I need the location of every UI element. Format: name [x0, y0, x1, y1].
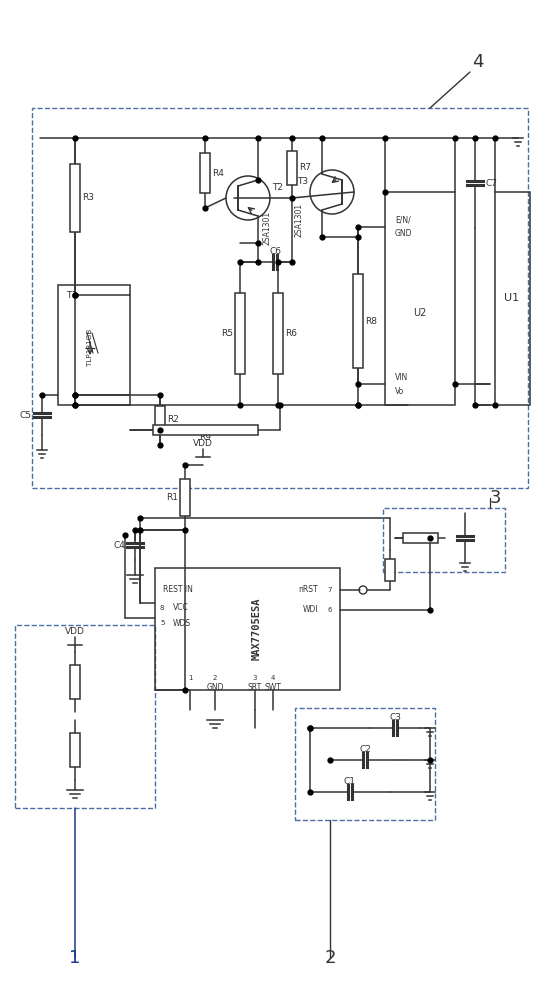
Text: C2: C2 — [359, 746, 371, 754]
Text: 3: 3 — [252, 675, 257, 681]
Text: VIN: VIN — [395, 372, 408, 381]
Text: E/N/: E/N/ — [395, 216, 411, 225]
Text: REST IN: REST IN — [163, 585, 193, 594]
Text: R3: R3 — [82, 194, 94, 202]
Text: TLP181GB: TLP181GB — [87, 328, 93, 366]
Text: nRST: nRST — [298, 585, 318, 594]
Text: R9: R9 — [199, 434, 211, 442]
Text: C6: C6 — [269, 247, 281, 256]
Bar — [15, 625, 155, 808]
Text: R7: R7 — [299, 163, 311, 172]
Bar — [153, 425, 257, 435]
Text: R1: R1 — [166, 493, 178, 502]
Bar — [155, 568, 340, 690]
Bar — [70, 164, 80, 232]
Text: WDI: WDI — [302, 605, 318, 614]
Bar — [402, 533, 438, 543]
Text: C1: C1 — [344, 778, 356, 786]
Text: SRT: SRT — [248, 684, 262, 692]
Text: U1: U1 — [504, 293, 520, 303]
Text: WDS: WDS — [173, 618, 191, 628]
Bar — [385, 559, 395, 581]
Bar — [273, 293, 283, 374]
Text: VDD: VDD — [65, 626, 85, 636]
Bar — [295, 708, 435, 820]
Text: 2SA1301: 2SA1301 — [294, 203, 303, 237]
Text: Vo: Vo — [395, 386, 404, 395]
Text: SWT: SWT — [264, 684, 281, 692]
Text: 3: 3 — [489, 489, 501, 507]
Text: VDD: VDD — [193, 438, 213, 448]
Text: T2: T2 — [272, 184, 283, 192]
Text: 1: 1 — [70, 949, 81, 967]
Bar — [180, 479, 190, 516]
Bar — [155, 406, 165, 434]
Bar — [495, 192, 530, 405]
Text: MAX7705ESA: MAX7705ESA — [252, 598, 262, 660]
Bar — [70, 733, 80, 767]
Text: GND: GND — [395, 230, 413, 238]
Text: C4: C4 — [113, 540, 125, 550]
Text: 5: 5 — [160, 620, 165, 626]
Text: C7: C7 — [485, 178, 497, 188]
Bar — [200, 153, 210, 193]
Text: 4: 4 — [271, 675, 275, 681]
Text: 4: 4 — [472, 53, 484, 71]
Bar — [383, 508, 505, 572]
Text: T1: T1 — [66, 290, 77, 300]
Text: R4: R4 — [212, 168, 224, 178]
Text: GND: GND — [206, 684, 224, 692]
Bar — [70, 665, 80, 699]
Text: U2: U2 — [413, 308, 427, 318]
Text: T3: T3 — [297, 178, 308, 186]
Text: 8: 8 — [160, 605, 165, 611]
Text: R2: R2 — [167, 416, 179, 424]
Text: 6: 6 — [327, 607, 332, 613]
Text: R8: R8 — [365, 316, 377, 326]
Bar — [235, 293, 245, 374]
Bar — [32, 108, 528, 488]
Text: R6: R6 — [285, 329, 297, 338]
Text: 2: 2 — [213, 675, 217, 681]
Bar — [58, 285, 130, 405]
Text: 2SA1301: 2SA1301 — [263, 211, 272, 245]
Text: 2: 2 — [324, 949, 336, 967]
Bar — [385, 192, 455, 405]
Text: 1: 1 — [188, 675, 192, 681]
Text: C5: C5 — [20, 410, 32, 420]
Bar — [353, 274, 363, 368]
Text: VCC: VCC — [173, 603, 189, 612]
Bar — [287, 151, 297, 185]
Text: R5: R5 — [221, 329, 233, 338]
Text: 7: 7 — [327, 587, 332, 593]
Text: C3: C3 — [389, 714, 401, 722]
